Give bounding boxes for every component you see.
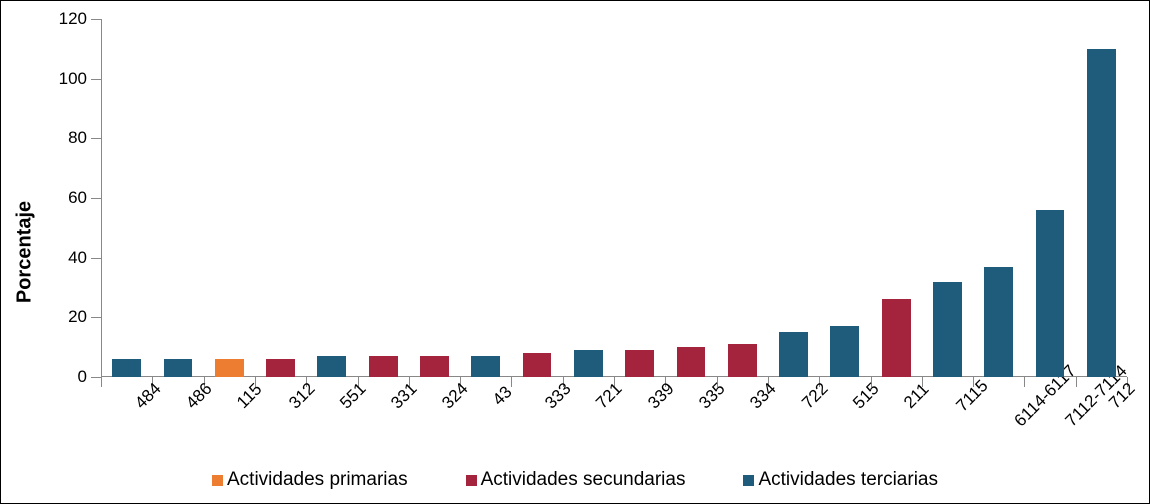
legend-swatch	[212, 475, 223, 486]
legend-label: Actividades primarias	[227, 469, 408, 491]
legend-item-terciarias: Actividades terciarias	[743, 469, 938, 491]
y-tick	[91, 377, 101, 378]
x-tick	[511, 377, 512, 387]
bar	[779, 332, 808, 377]
x-tick-label: 334	[736, 389, 770, 423]
bar	[677, 347, 706, 377]
bar	[369, 356, 398, 377]
x-tick-label: 7115	[940, 389, 980, 429]
x-tick-label: 115	[224, 389, 257, 422]
legend-swatch	[743, 475, 754, 486]
legend-label: Actividades terciarias	[758, 469, 938, 491]
x-tick-label: 211	[891, 389, 924, 422]
y-axis-title: Porcentaje	[14, 201, 37, 303]
bar	[317, 356, 346, 377]
x-tick-label: 333	[531, 389, 565, 423]
y-tick-label: 100	[59, 69, 87, 89]
x-tick-label: 551	[326, 389, 360, 423]
y-tick	[91, 19, 101, 20]
legend-item-primarias: Actividades primarias	[212, 469, 408, 491]
x-tick-label: 43	[482, 389, 510, 417]
bar	[574, 350, 603, 377]
x-tick-label: 331	[377, 389, 411, 423]
bar	[523, 353, 552, 377]
x-tick	[101, 377, 102, 387]
y-axis-line	[101, 19, 102, 377]
x-tick-label: 324	[429, 389, 463, 423]
bar	[1036, 210, 1065, 377]
x-tick-label: 486	[172, 389, 206, 423]
bar	[112, 359, 141, 377]
bar	[933, 282, 962, 377]
x-tick-label: 515	[839, 389, 873, 423]
y-tick-label: 40	[68, 248, 87, 268]
y-tick-label: 0	[78, 367, 87, 387]
plot-area: 0204060801001204844861153125513313244333…	[101, 19, 1127, 377]
x-tick	[1024, 377, 1025, 387]
y-tick-label: 80	[68, 128, 87, 148]
bar	[420, 356, 449, 377]
y-tick	[91, 79, 101, 80]
x-tick-label: 339	[634, 389, 668, 423]
legend-swatch	[466, 475, 477, 486]
y-tick	[91, 138, 101, 139]
x-tick	[1076, 377, 1077, 387]
legend: Actividades primarias Actividades secunda…	[1, 469, 1149, 491]
bar	[215, 359, 244, 377]
x-tick-label: 312	[275, 389, 309, 423]
x-tick-label: 722	[788, 389, 822, 423]
x-tick-label: 484	[121, 389, 155, 423]
bar	[625, 350, 654, 377]
legend-item-secundarias: Actividades secundarias	[466, 469, 686, 491]
bar	[471, 356, 500, 377]
y-tick	[91, 258, 101, 259]
bar	[266, 359, 295, 377]
y-tick-label: 120	[59, 9, 87, 29]
chart-container: Porcentaje 02040608010012048448611531255…	[0, 0, 1150, 504]
bar	[882, 299, 911, 377]
bar	[728, 344, 757, 377]
y-tick-label: 20	[68, 307, 87, 327]
legend-label: Actividades secundarias	[481, 469, 686, 491]
bar	[984, 267, 1013, 377]
bar	[1087, 49, 1116, 377]
y-tick-label: 60	[68, 188, 87, 208]
x-tick-label: 335	[685, 389, 719, 423]
x-tick-label: 721	[582, 389, 616, 423]
y-tick	[91, 198, 101, 199]
bar	[830, 326, 859, 377]
bar	[164, 359, 193, 377]
y-tick	[91, 317, 101, 318]
